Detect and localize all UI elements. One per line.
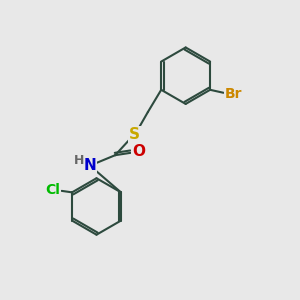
Text: N: N (83, 158, 96, 173)
Text: Cl: Cl (45, 183, 60, 197)
Text: H: H (74, 154, 84, 167)
Text: O: O (132, 144, 145, 159)
Text: Br: Br (225, 87, 243, 101)
Text: S: S (129, 127, 140, 142)
